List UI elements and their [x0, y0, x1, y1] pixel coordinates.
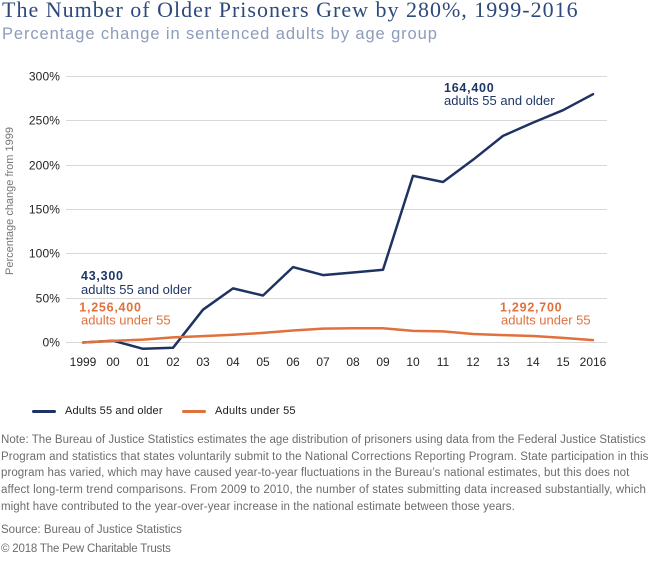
svg-text:07: 07: [316, 355, 330, 369]
svg-text:09: 09: [376, 355, 390, 369]
svg-text:00: 00: [106, 355, 120, 369]
svg-text:200%: 200%: [29, 159, 60, 173]
svg-text:adults under 55: adults under 55: [81, 313, 171, 328]
svg-text:1,256,400: 1,256,400: [79, 301, 141, 315]
svg-text:adults under 55: adults under 55: [501, 313, 591, 328]
svg-text:adults 55 and older: adults 55 and older: [444, 93, 555, 108]
svg-text:50%: 50%: [36, 292, 61, 306]
svg-text:300%: 300%: [29, 70, 60, 84]
svg-text:03: 03: [196, 355, 210, 369]
svg-text:250%: 250%: [29, 114, 60, 128]
svg-text:43,300: 43,300: [81, 269, 124, 283]
svg-text:0%: 0%: [42, 336, 60, 350]
svg-text:01: 01: [136, 355, 150, 369]
svg-text:13: 13: [496, 355, 510, 369]
svg-text:1999: 1999: [70, 355, 97, 369]
svg-text:10: 10: [406, 355, 420, 369]
svg-text:15: 15: [556, 355, 570, 369]
svg-text:04: 04: [226, 355, 240, 369]
svg-text:08: 08: [346, 355, 360, 369]
svg-text:Percentage change from 1999: Percentage change from 1999: [4, 127, 16, 275]
svg-text:150%: 150%: [29, 203, 60, 217]
svg-text:2016: 2016: [580, 355, 607, 369]
svg-text:14: 14: [526, 355, 540, 369]
svg-text:12: 12: [466, 355, 480, 369]
svg-text:100%: 100%: [29, 247, 60, 261]
svg-text:164,400: 164,400: [444, 81, 494, 95]
svg-text:02: 02: [166, 355, 180, 369]
svg-text:adults 55 and older: adults 55 and older: [81, 282, 192, 297]
svg-text:11: 11: [437, 355, 450, 369]
svg-text:1,292,700: 1,292,700: [500, 301, 562, 315]
svg-text:06: 06: [286, 355, 300, 369]
svg-text:05: 05: [256, 355, 270, 369]
